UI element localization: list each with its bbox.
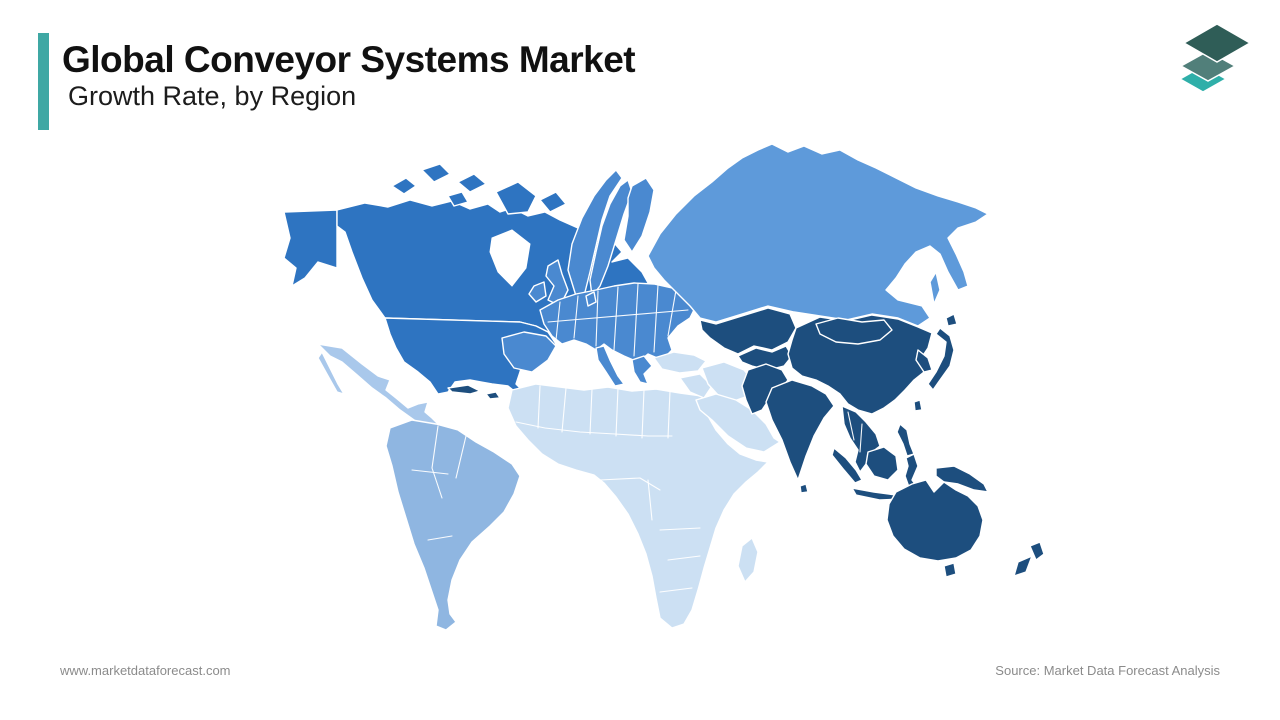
- page-subtitle: Growth Rate, by Region: [68, 80, 357, 111]
- country-denmark: [585, 291, 597, 307]
- levant-iraq: [679, 373, 713, 399]
- region-latin-america: [317, 343, 521, 631]
- balkans-greece: [631, 355, 653, 385]
- island-tasmania: [943, 562, 957, 578]
- island-sumatra: [831, 447, 863, 484]
- island-hispaniola: [485, 391, 501, 400]
- arctic-island: [391, 177, 417, 195]
- arctic-island: [421, 163, 451, 183]
- country-japan: [927, 327, 955, 391]
- logo-layer-top: [1182, 23, 1252, 63]
- continent-africa: [507, 383, 769, 629]
- country-mongolia: [815, 317, 893, 345]
- country-russia: [647, 143, 989, 327]
- country-australia: [886, 479, 984, 562]
- baja-peninsula: [317, 351, 345, 395]
- arctic-island: [539, 191, 567, 213]
- korean-peninsula: [915, 349, 933, 373]
- country-alaska: [283, 209, 338, 287]
- philippines: [896, 423, 915, 457]
- island-new-guinea: [935, 465, 989, 493]
- island-hokkaido: [945, 313, 958, 327]
- country-norway: [567, 169, 623, 297]
- new-zealand-north: [1029, 541, 1045, 561]
- country-india: [765, 379, 835, 481]
- country-ireland: [528, 281, 547, 303]
- footer-website: www.marketdataforecast.com: [60, 663, 231, 678]
- market-data-forecast-logo: [1178, 23, 1252, 93]
- country-kazakhstan: [699, 307, 797, 355]
- indochina-internal-borders: [847, 411, 863, 453]
- country-turkey: [653, 351, 707, 374]
- island-sakhalin: [929, 271, 941, 305]
- footer-source: Source: Market Data Forecast Analysis: [995, 663, 1220, 678]
- arctic-island: [447, 191, 469, 207]
- arabian-peninsula: [695, 393, 781, 453]
- new-zealand-south: [1013, 555, 1033, 577]
- island-cuba: [447, 384, 481, 395]
- country-italy: [595, 345, 625, 387]
- iberian-peninsula: [501, 331, 557, 373]
- region-middle-east-africa: [507, 351, 781, 629]
- south-america-internal-borders: [411, 425, 467, 541]
- island-sri-lanka: [799, 483, 809, 494]
- country-mexico-central-america: [317, 343, 453, 439]
- africa-internal-borders: [515, 385, 701, 593]
- hudson-bay: [489, 229, 531, 287]
- region-russia-cis: [647, 143, 989, 327]
- country-south-america: [385, 419, 521, 631]
- arctic-island: [457, 173, 487, 193]
- header: Global Conveyor Systems Market Growth Ra…: [38, 33, 636, 130]
- europe-internal-borders: [547, 283, 689, 357]
- central-asia: [737, 345, 793, 371]
- country-finland: [623, 177, 655, 253]
- page-title: Global Conveyor Systems Market: [62, 39, 636, 80]
- island-madagascar: [737, 537, 759, 583]
- region-europe: [501, 169, 697, 395]
- region-asia-pacific: [699, 307, 1045, 578]
- country-china: [787, 314, 933, 415]
- island-borneo: [865, 446, 899, 481]
- title-accent-bar: [38, 33, 49, 130]
- island-taiwan: [913, 399, 923, 412]
- baffin-island: [495, 181, 537, 215]
